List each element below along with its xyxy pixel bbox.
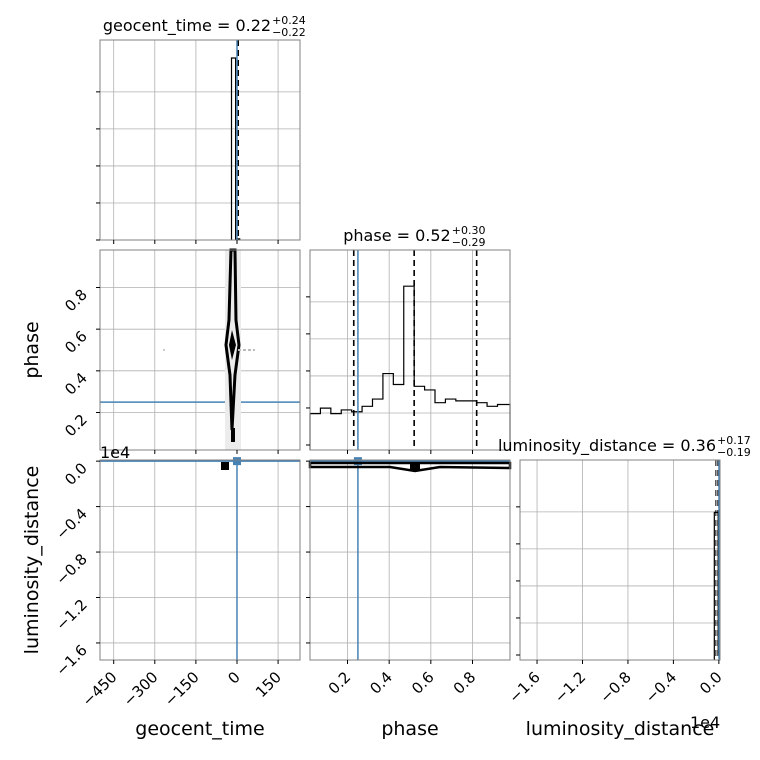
density-contour [410, 462, 420, 470]
panel-1-1 [310, 250, 510, 450]
x-tick-label-geocent_time: −300 [120, 668, 162, 710]
density-contour [221, 462, 229, 470]
x-tick-label-luminosity_distance: −0.4 [642, 668, 680, 706]
x-axis-label-luminosity-distance: luminosity_distance [526, 718, 715, 740]
title-phase: phase = 0.52 [343, 226, 450, 245]
panel-frame [309, 459, 511, 661]
x-tick-label-phase: 0.8 [450, 668, 480, 698]
y-tick-label-luminosity_distance: −0.4 [52, 505, 90, 543]
title-luminosity-distance-minus: −0.19 [717, 446, 751, 459]
panel-1-0 [100, 250, 300, 450]
panel-2-1 [310, 460, 510, 660]
title-luminosity-distance: luminosity_distance = 0.36 [498, 436, 716, 456]
x-tick-label-geocent_time: 0 [224, 668, 243, 687]
title-geocent-time: geocent_time = 0.22 [103, 16, 271, 36]
y-tick-label-phase: 0.4 [61, 369, 91, 399]
x-tick-label-geocent_time: 150 [252, 668, 285, 701]
density-contour [224, 248, 241, 431]
x-axis-label-phase: phase [381, 718, 438, 740]
x-tick-label-luminosity_distance: −1.6 [505, 668, 543, 706]
panel-frame [99, 459, 301, 661]
panel-frame [519, 459, 721, 661]
x-tick-label-phase: 0.6 [408, 668, 438, 698]
panel-frame [99, 249, 301, 451]
y-tick-label-phase: 0.8 [61, 286, 91, 316]
x-tick-label-geocent_time: −150 [161, 668, 203, 710]
y-tick-label-phase: 0.6 [61, 327, 91, 357]
title-phase-plus: +0.30 [452, 224, 486, 237]
panel-frame [309, 249, 511, 451]
x-tick-label-luminosity_distance: 0.0 [696, 668, 726, 698]
panel-frame [99, 39, 301, 241]
y-tick-label-luminosity_distance: −1.2 [52, 596, 90, 634]
density-contour [228, 330, 236, 360]
y-tick-label-luminosity_distance: −1.6 [52, 641, 90, 679]
panel-0-0 [100, 40, 300, 240]
x-tick-label-phase: 0.4 [366, 668, 396, 698]
y-axis-label-phase: phase [21, 321, 43, 378]
x-tick-label-luminosity_distance: −0.8 [596, 668, 634, 706]
truth-marker [232, 457, 241, 466]
y-tick-label-luminosity_distance: 0.0 [61, 459, 91, 489]
truth-marker [353, 457, 362, 466]
density-sample [163, 349, 165, 351]
density-contour [230, 428, 235, 442]
title-phase-minus: −0.29 [452, 236, 486, 249]
x-axis-label-geocent-time: geocent_time [135, 718, 264, 740]
x-tick-label-luminosity_distance: −1.2 [551, 668, 589, 706]
panel-2-0 [100, 460, 300, 660]
y-tick-label-phase: 0.2 [61, 411, 91, 441]
x-tick-label-geocent_time: −450 [79, 668, 121, 710]
x-offset-label: 1e4 [690, 713, 720, 732]
title-luminosity-distance-plus: +0.17 [717, 434, 751, 447]
y-axis-label-luminosity-distance: luminosity_distance [21, 466, 43, 655]
histogram-geocent_time [230, 57, 241, 240]
x-tick-label-phase: 0.2 [325, 668, 355, 698]
y-offset-label: 1e4 [100, 443, 130, 462]
title-geocent-time-minus: −0.22 [272, 26, 306, 39]
panel-2-2 [520, 460, 720, 660]
title-geocent-time-plus: +0.24 [272, 14, 306, 27]
y-tick-label-luminosity_distance: −0.8 [52, 550, 90, 588]
